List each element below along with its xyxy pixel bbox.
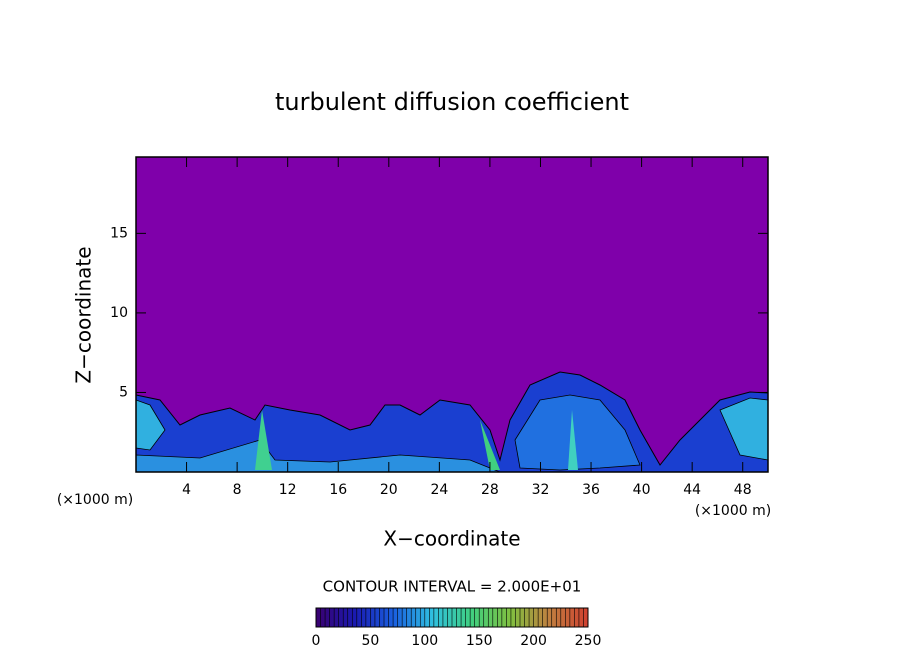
x-tick-label: 20 [380, 482, 398, 498]
y-axis-label: Z−coordinate [72, 246, 96, 383]
x-tick-label: 4 [182, 482, 191, 498]
chart-title: turbulent diffusion coefficient [275, 88, 629, 116]
x-tick-label: 48 [734, 482, 752, 498]
x-tick-label: 32 [532, 482, 550, 498]
field-region [136, 399, 166, 451]
field-region [719, 397, 768, 461]
field-region [255, 410, 272, 470]
x-tick-label: 36 [582, 482, 600, 498]
x-tick-label: 28 [481, 482, 499, 498]
colorbar-tick-label: 250 [575, 633, 602, 649]
y-unit: (×1000 m) [57, 492, 133, 508]
field-region [514, 394, 641, 471]
field-region [480, 420, 500, 470]
plot-frame [135, 156, 769, 473]
field-region [568, 410, 578, 470]
colorbar-tick-label: 0 [312, 633, 321, 649]
y-tick-label: 5 [119, 384, 128, 400]
x-tick-label: 24 [430, 482, 448, 498]
y-tick-label: 10 [110, 305, 128, 321]
colorbar-tick-label: 150 [466, 633, 493, 649]
x-unit: (×1000 m) [695, 503, 771, 519]
x-tick-label: 40 [633, 482, 651, 498]
annotation: CONTOUR INTERVAL = 2.000E+01 [323, 578, 582, 596]
colorbar-tick-label: 100 [411, 633, 438, 649]
colorbar-tick-label: 200 [520, 633, 547, 649]
x-axis-label: X−coordinate [383, 527, 520, 551]
x-tick-label: 8 [233, 482, 242, 498]
x-tick-label: 16 [329, 482, 347, 498]
y-tick-label: 15 [110, 225, 128, 241]
colorbar-tick-label: 50 [361, 633, 379, 649]
x-tick-label: 44 [683, 482, 701, 498]
x-tick-label: 12 [279, 482, 297, 498]
field [136, 371, 768, 472]
field-region [136, 439, 501, 472]
